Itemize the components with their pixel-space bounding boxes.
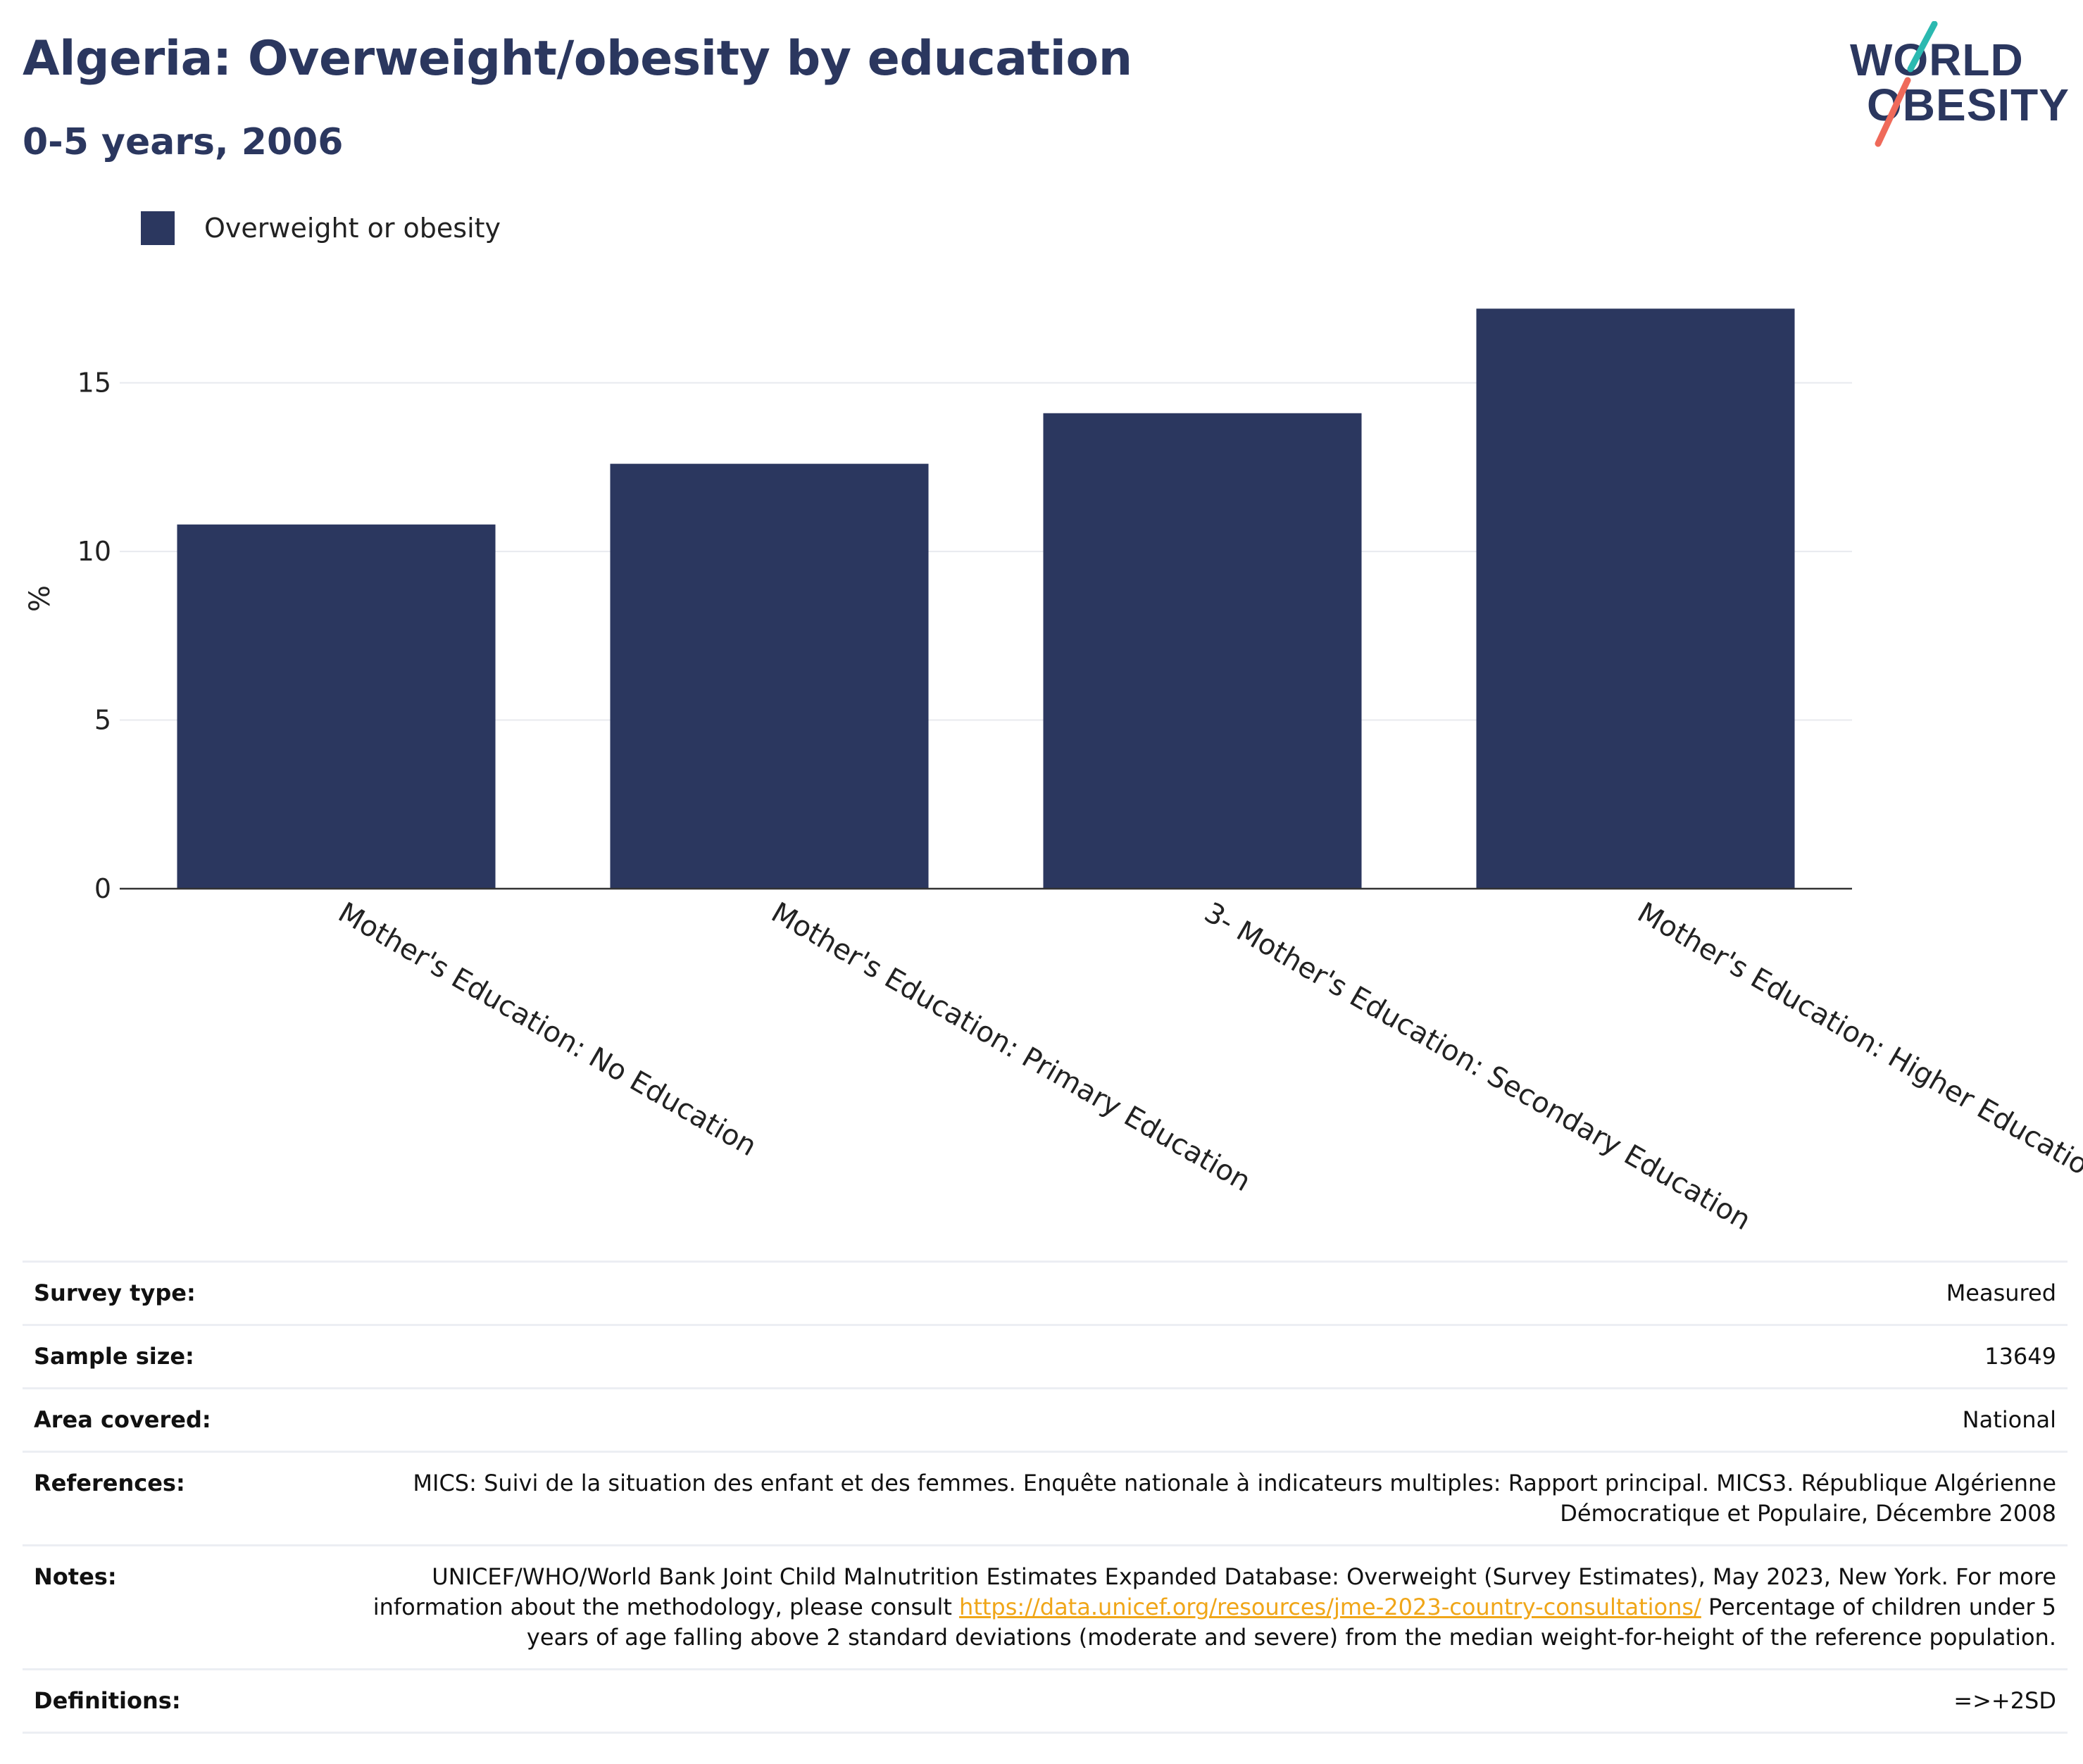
chart-title: Algeria: Overweight/obesity by education (23, 31, 1132, 87)
notes-value: UNICEF/WHO/World Bank Joint Child Malnut… (299, 1544, 2068, 1670)
logo-line1: WORLD (1850, 35, 2024, 85)
table-row: Survey type: Measured (23, 1261, 2068, 1325)
references-label: References: (23, 1451, 299, 1546)
y-tick-label: 15 (77, 368, 111, 399)
world-obesity-logo[interactable]: WORLD OBESITY (1841, 21, 2070, 148)
table-row: References: MICS: Suivi de la situation … (23, 1451, 2068, 1546)
bar (1043, 413, 1362, 889)
references-value: MICS: Suivi de la situation des enfant e… (299, 1451, 2068, 1546)
definitions-label: Definitions: (23, 1668, 299, 1734)
chart-subtitle: 0-5 years, 2006 (23, 121, 344, 163)
definitions-value: =>+2SD (299, 1668, 2068, 1734)
x-tick-label: Mother's Education: Higher Education (1632, 896, 2083, 1191)
table-row: Notes: UNICEF/WHO/World Bank Joint Child… (23, 1544, 2068, 1670)
area-covered-label: Area covered: (23, 1387, 299, 1452)
y-tick-label: 10 (77, 536, 111, 567)
chart-legend[interactable]: Overweight or obesity (141, 211, 501, 245)
table-row: Sample size: 13649 (23, 1324, 2068, 1389)
x-tick-label: Mother's Education: Primary Education (766, 896, 1256, 1199)
sample-size-value: 13649 (299, 1324, 2068, 1389)
sample-size-label: Sample size: (23, 1324, 299, 1389)
logo-line2: OBESITY (1867, 80, 2070, 130)
y-axis-label: % (24, 585, 56, 612)
area-covered-value: National (299, 1387, 2068, 1452)
legend-swatch (141, 211, 175, 245)
table-row: Area covered: National (23, 1387, 2068, 1452)
table-row: Definitions: =>+2SD (23, 1668, 2068, 1734)
logo-slash-icon (1875, 21, 1938, 147)
notes-text-pre: UNICEF/WHO/World Bank Joint Child Malnut… (373, 1563, 2056, 1620)
survey-type-label: Survey type: (23, 1261, 299, 1325)
notes-text-post: Percentage of children under 5 years of … (526, 1594, 2056, 1651)
notes-label: Notes: (23, 1544, 299, 1670)
legend-label: Overweight or obesity (204, 213, 501, 244)
survey-info-table: Survey type: Measured Sample size: 13649… (23, 1261, 2068, 1734)
survey-type-value: Measured (299, 1261, 2068, 1325)
bar (610, 463, 929, 889)
bar (177, 524, 496, 889)
y-tick-label: 0 (94, 873, 111, 904)
x-tick-label: Mother's Education: No Education (333, 896, 762, 1163)
methodology-link[interactable]: https://data.unicef.org/resources/jme-20… (959, 1594, 1701, 1620)
bar (1476, 308, 1795, 889)
y-tick-label: 5 (94, 705, 111, 736)
